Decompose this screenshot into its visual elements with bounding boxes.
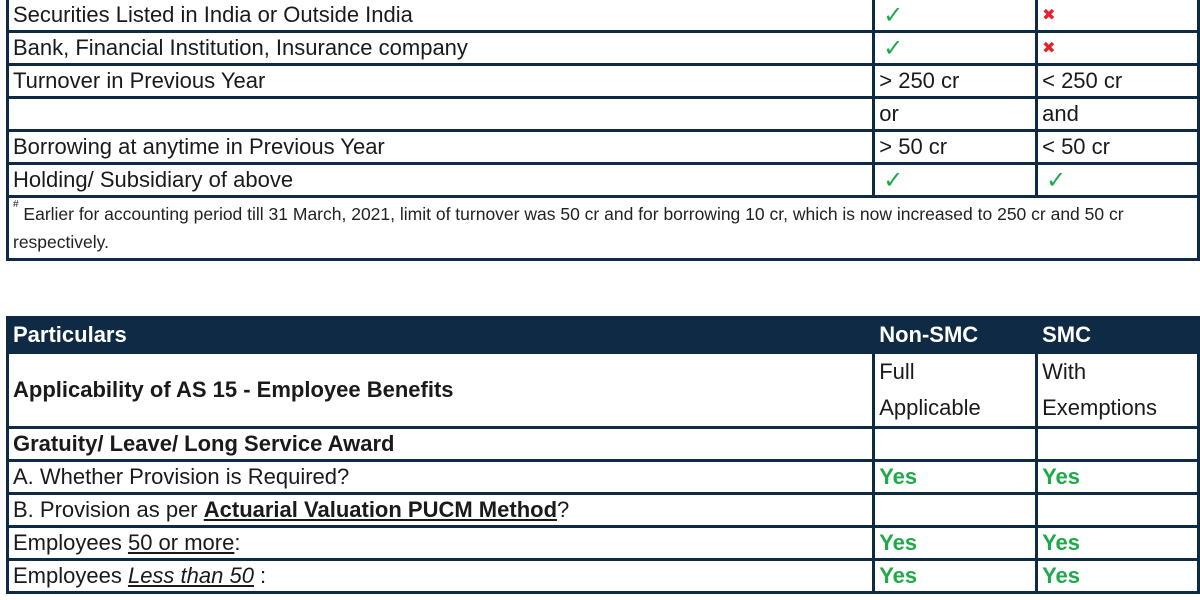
label-prefix: Employees: [13, 563, 128, 588]
non-smc-value: [872, 426, 1039, 462]
cross-icon: ✖: [1035, 0, 1200, 33]
check-icon: ✓: [872, 0, 1039, 33]
non-smc-value: > 250 cr: [872, 63, 1039, 99]
smc-value: and: [1035, 96, 1200, 132]
table-header: Particulars Non-SMC SMC: [5, 316, 1200, 354]
header-non-smc: Non-SMC: [872, 316, 1039, 354]
smc-value: With Exemptions: [1035, 351, 1200, 429]
smc-value: Yes: [1035, 558, 1200, 594]
row-label: Bank, Financial Institution, Insurance c…: [5, 30, 876, 66]
header-particulars: Particulars: [5, 316, 876, 354]
non-smc-line2: Applicable: [879, 395, 981, 420]
check-icon: ✓: [872, 162, 1039, 198]
non-smc-value: Yes: [872, 558, 1039, 594]
table-row: or and: [5, 96, 1200, 132]
table-row: Employees 50 or more: Yes Yes: [5, 525, 1200, 561]
as15-applicability-table: Particulars Non-SMC SMC Applicability of…: [5, 316, 1200, 594]
row-label: A. Whether Provision is Required?: [5, 459, 876, 495]
non-smc-value: Yes: [872, 459, 1039, 495]
label-suffix: :: [253, 563, 267, 588]
label-suffix: :: [234, 530, 241, 555]
header-smc: SMC: [1035, 316, 1200, 354]
table-row: Gratuity/ Leave/ Long Service Award: [5, 426, 1200, 462]
label-emphasis: 50 or more: [127, 530, 235, 555]
smc-value: [1035, 492, 1200, 528]
row-label: Holding/ Subsidiary of above: [5, 162, 876, 198]
row-label: Gratuity/ Leave/ Long Service Award: [5, 426, 876, 462]
table-row: Turnover in Previous Year > 250 cr < 250…: [5, 63, 1200, 99]
label-emphasis: Actuarial Valuation PUCM Method: [203, 497, 558, 522]
smc-line2: Exemptions: [1042, 395, 1158, 420]
row-label: [5, 96, 876, 132]
row-label: Borrowing at anytime in Previous Year: [5, 129, 876, 165]
footnote-text: Earlier for accounting period till 31 Ma…: [13, 204, 1124, 252]
row-label: B. Provision as per Actuarial Valuation …: [5, 492, 876, 528]
non-smc-value: > 50 cr: [872, 129, 1039, 165]
row-label: Employees 50 or more:: [5, 525, 876, 561]
non-smc-value: Full Applicable: [872, 351, 1039, 429]
table-row: A. Whether Provision is Required? Yes Ye…: [5, 459, 1200, 495]
criteria-table: Securities Listed in India or Outside In…: [5, 0, 1200, 261]
table-row: Applicability of AS 15 - Employee Benefi…: [5, 351, 1200, 429]
table-row: Holding/ Subsidiary of above ✓ ✓: [5, 162, 1200, 198]
label-suffix: ?: [557, 497, 570, 522]
table-row: Securities Listed in India or Outside In…: [5, 0, 1200, 33]
non-smc-value: [872, 492, 1039, 528]
label-emphasis: Less than 50: [127, 563, 254, 588]
row-label: Turnover in Previous Year: [5, 63, 876, 99]
table-row: Bank, Financial Institution, Insurance c…: [5, 30, 1200, 66]
non-smc-value: or: [872, 96, 1039, 132]
non-smc-line1: Full: [879, 359, 915, 384]
footnote-marker: #: [13, 199, 19, 210]
table-row: B. Provision as per Actuarial Valuation …: [5, 492, 1200, 528]
check-icon: ✓: [872, 30, 1039, 66]
table-row: Borrowing at anytime in Previous Year > …: [5, 129, 1200, 165]
smc-value: < 50 cr: [1035, 129, 1200, 165]
label-prefix: Employees: [13, 530, 128, 555]
non-smc-value: Yes: [872, 525, 1039, 561]
label-prefix: B. Provision as per: [13, 497, 204, 522]
row-label: Employees Less than 50 :: [5, 558, 876, 594]
smc-value: Yes: [1035, 459, 1200, 495]
smc-value: Yes: [1035, 525, 1200, 561]
smc-value: [1035, 426, 1200, 462]
cross-icon: ✖: [1035, 30, 1200, 66]
row-label: Applicability of AS 15 - Employee Benefi…: [5, 351, 876, 429]
footnote: # Earlier for accounting period till 31 …: [6, 195, 1200, 261]
footnote-row: # Earlier for accounting period till 31 …: [6, 195, 1200, 261]
check-icon: ✓: [1035, 162, 1200, 198]
smc-value: < 250 cr: [1035, 63, 1200, 99]
row-label: Securities Listed in India or Outside In…: [5, 0, 876, 33]
smc-line1: With: [1042, 359, 1087, 384]
table-row: Employees Less than 50 : Yes Yes: [5, 558, 1200, 594]
